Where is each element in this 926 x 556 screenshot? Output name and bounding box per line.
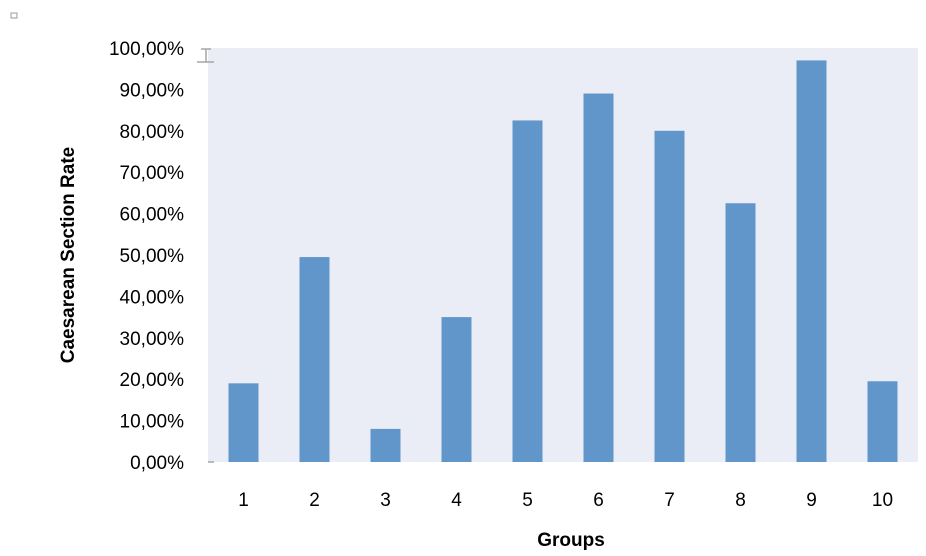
y-tick-label: 80,00% (120, 122, 185, 143)
x-tick-label: 7 (664, 490, 675, 511)
x-tick-label: 5 (522, 490, 533, 511)
bar (299, 257, 330, 462)
x-tick-label: 9 (806, 490, 817, 511)
y-tick-label: 20,00% (120, 370, 185, 391)
y-tick-label: 10,00% (120, 412, 185, 433)
x-axis-title: Groups (537, 530, 605, 551)
x-tick-label: 1 (238, 490, 249, 511)
y-tick-label: 0,00% (130, 453, 184, 474)
bar (441, 317, 472, 462)
y-tick-label: 30,00% (120, 329, 185, 350)
top-axis-marker (197, 48, 214, 63)
bar (867, 381, 898, 462)
y-tick-label: 100,00% (109, 39, 184, 60)
corner-handle-icon (10, 12, 18, 19)
x-tick-label: 8 (735, 490, 746, 511)
bar (796, 60, 827, 463)
y-tick-label: 70,00% (120, 163, 185, 184)
y-tick-label: 50,00% (120, 246, 185, 267)
x-tick-label: 4 (451, 490, 462, 511)
bar (370, 428, 401, 462)
bar (583, 93, 614, 462)
y-tick-label: 40,00% (120, 287, 185, 308)
x-tick-label: 10 (872, 490, 893, 511)
bar (654, 130, 685, 463)
x-tick-label: 6 (593, 490, 604, 511)
chart-marks: 0,00% 10,00% 20,00% 30,00% 40,00% 50,00% 60,00… (109, 39, 898, 511)
bar (228, 383, 259, 462)
y-tick-label: 90,00% (120, 80, 185, 101)
bar (725, 203, 756, 462)
y-tick-label: 60,00% (120, 205, 185, 226)
x-tick-label: 2 (309, 490, 320, 511)
x-tick-label: 3 (380, 490, 391, 511)
bar (512, 120, 543, 462)
y-axis-title: Caesarean Section Rate (58, 147, 79, 364)
